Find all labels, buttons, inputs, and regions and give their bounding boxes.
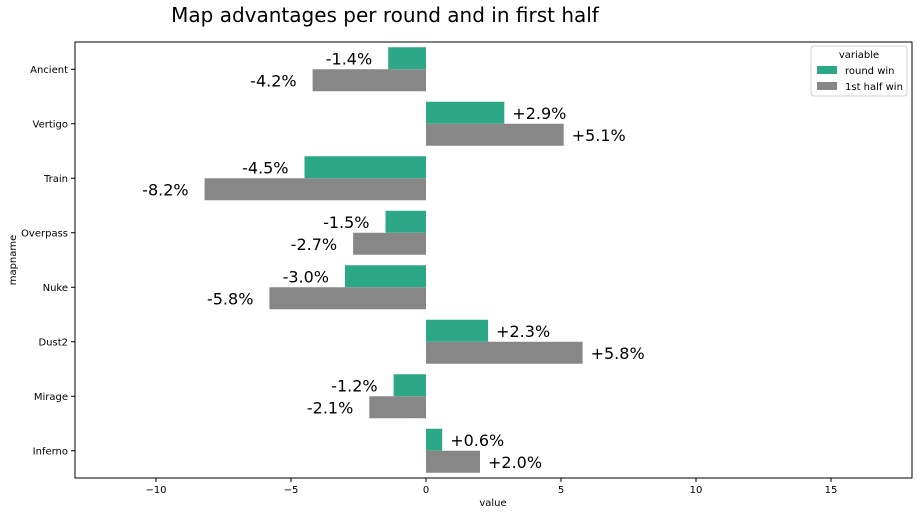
x-tick-label: 0: [423, 485, 429, 496]
legend-swatch-first-half-win: [817, 82, 837, 90]
x-tick-label: 5: [558, 485, 564, 496]
bar-round-win-nuke: [345, 265, 426, 288]
data-label-round-win-inferno: +0.6%: [450, 431, 504, 450]
legend-entry-round-win: round win: [845, 66, 895, 77]
y-tick-label-inferno: Inferno: [33, 446, 68, 457]
bar-round-win-dust2: [426, 319, 489, 342]
y-tick-label-mirage: Mirage: [34, 392, 68, 403]
legend-swatch-round-win: [817, 66, 837, 74]
data-label-first-half-win-inferno: +2.0%: [488, 453, 542, 472]
y-tick-label-dust2: Dust2: [38, 337, 68, 348]
data-label-first-half-win-ancient: -4.2%: [250, 71, 296, 90]
plot-area: -1.4% -4.2% Ancient +2.9% +5.1% Vertigo -4.5% -…: [21, 41, 913, 496]
bar-first-half-win-ancient: [312, 69, 426, 92]
data-label-round-win-vertigo: +2.9%: [512, 104, 566, 123]
data-label-round-win-ancient: -1.4%: [326, 49, 372, 68]
data-label-round-win-train: -4.5%: [242, 158, 288, 177]
data-label-first-half-win-overpass: -2.7%: [291, 235, 337, 254]
data-label-first-half-win-nuke: -5.8%: [207, 289, 253, 308]
bar-first-half-win-overpass: [353, 232, 426, 255]
data-label-round-win-overpass: -1.5%: [323, 213, 369, 232]
bar-round-win-mirage: [393, 374, 426, 397]
x-tick-label: −5: [284, 485, 299, 496]
axes-frame: [74, 41, 913, 479]
y-tick-label-overpass: Overpass: [21, 228, 68, 239]
bar-first-half-win-vertigo: [426, 123, 564, 146]
x-tick-label: 10: [690, 485, 703, 496]
bar-round-win-ancient: [388, 47, 426, 70]
bar-round-win-vertigo: [426, 101, 505, 124]
bar-round-win-overpass: [385, 210, 426, 233]
x-axis-label: value: [479, 498, 506, 509]
data-label-round-win-nuke: -3.0%: [283, 267, 329, 286]
x-tick-label: 15: [825, 485, 838, 496]
bar-first-half-win-nuke: [269, 287, 426, 310]
y-tick-label-train: Train: [43, 174, 68, 185]
y-tick-label-vertigo: Vertigo: [33, 119, 69, 130]
data-label-round-win-mirage: -1.2%: [331, 376, 377, 395]
x-tick-label: −10: [145, 485, 166, 496]
bar-first-half-win-train: [204, 178, 426, 201]
data-label-first-half-win-vertigo: +5.1%: [572, 126, 626, 145]
data-label-first-half-win-train: -8.2%: [142, 180, 188, 199]
chart-title: Map advantages per round and in first ha…: [171, 3, 600, 27]
y-tick-label-nuke: Nuke: [43, 283, 68, 294]
bar-round-win-train: [304, 156, 426, 179]
data-label-first-half-win-mirage: -2.1%: [307, 398, 353, 417]
legend-title: variable: [839, 50, 879, 61]
bar-first-half-win-mirage: [369, 396, 426, 419]
legend: variable round win 1st half win: [810, 45, 908, 97]
bar-first-half-win-dust2: [426, 341, 583, 364]
bar-first-half-win-inferno: [426, 450, 480, 473]
bar-round-win-inferno: [426, 428, 443, 451]
y-tick-label-ancient: Ancient: [30, 65, 68, 76]
y-axis-label: mapname: [8, 235, 19, 286]
data-label-round-win-dust2: +2.3%: [496, 322, 550, 341]
legend-entry-first-half-win: 1st half win: [845, 82, 903, 93]
data-label-first-half-win-dust2: +5.8%: [591, 344, 645, 363]
